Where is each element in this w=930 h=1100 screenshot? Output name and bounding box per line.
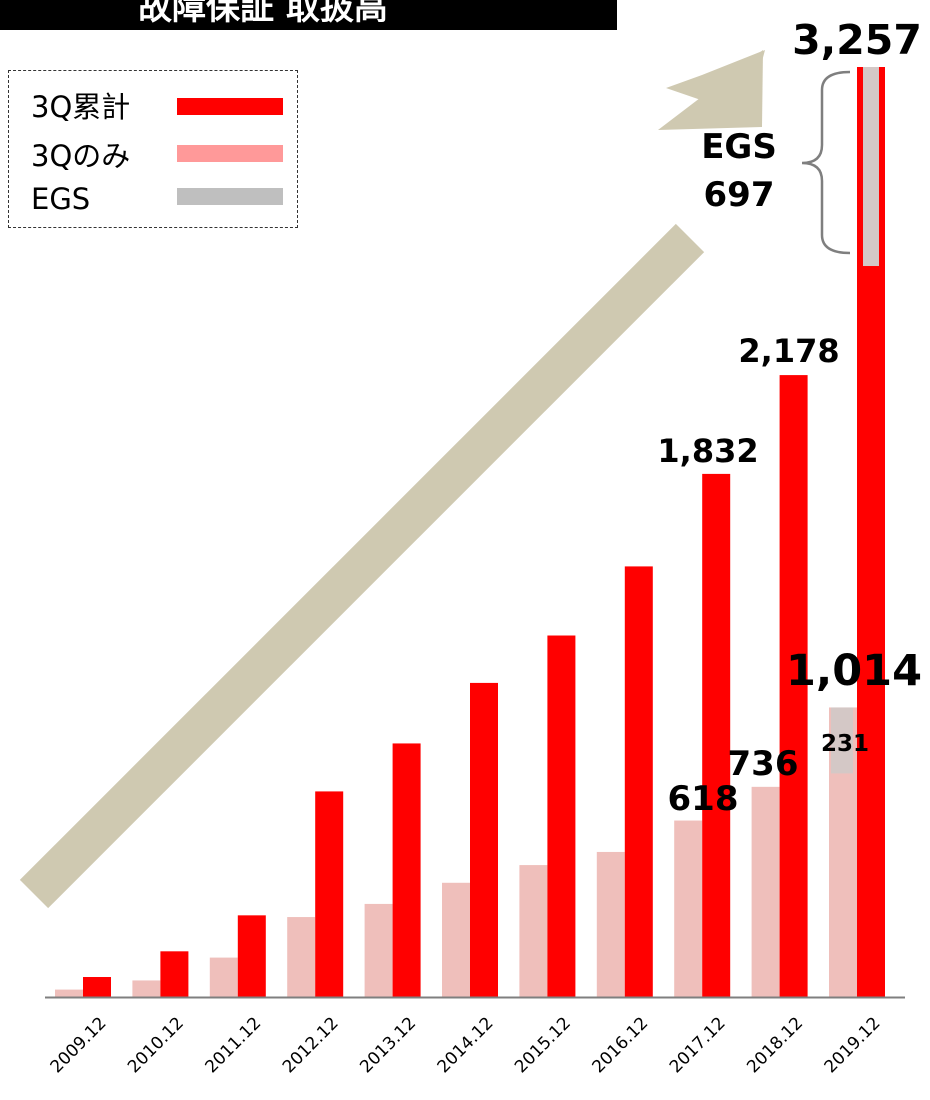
bar-cumulative [624,566,653,997]
x-tick-label: 2010.12 [124,1013,188,1077]
legend-swatch-egs [177,188,283,205]
egs-annotation-label: EGS [701,127,777,167]
growth-arrow-head-fill [658,50,763,130]
data-label: 618 [668,779,739,819]
chart-title-box: 故障保証 取扱高 [0,0,617,30]
chart-title: 故障保証 取扱高 [138,0,388,28]
egs-segment-cumulative [863,67,879,267]
x-tick-label: 2013.12 [356,1013,420,1077]
bar-cumulative [547,635,576,997]
bar-q3-only [442,882,470,997]
bar-cumulative [470,682,498,997]
bar-cumulative [83,977,111,997]
bar-q3-only [751,786,780,997]
bar-q3-only [519,865,548,997]
bar-cumulative [160,951,189,997]
legend-swatch-cumulative [177,98,283,115]
bar-q3-only [596,851,625,997]
x-tick-label: 2018.12 [743,1013,807,1077]
x-tick-label: 2009.12 [47,1013,111,1077]
bar-q3-only [674,820,703,997]
bar-cumulative [702,473,731,998]
bar-cumulative [237,915,266,997]
bar-q3-only [287,917,316,997]
x-tick-label: 2011.12 [201,1013,265,1077]
growth-arrow-shaft [19,223,705,909]
legend-label-egs: EGS [31,182,91,216]
x-tick-label: 2014.12 [434,1013,498,1077]
egs-bracket [801,70,851,255]
egs-annotation-value: 697 [704,175,775,215]
data-label: 736 [728,744,799,784]
data-label: 3,257 [792,16,922,64]
egs-q3-annotation-value: 231 [821,731,869,757]
x-tick-label: 2016.12 [588,1013,652,1077]
bar-q3-only [132,980,161,997]
bar-q3-only [209,957,238,997]
x-tick-label: 2017.12 [666,1013,730,1077]
x-tick-label: 2019.12 [821,1013,885,1077]
data-label: 1,014 [786,646,922,696]
data-label: 2,178 [738,332,839,370]
x-tick-label: 2012.12 [279,1013,343,1077]
data-label: 1,832 [657,432,758,470]
bar-cumulative [392,743,421,997]
bar-cumulative [315,791,344,997]
bar-q3-only [364,903,393,997]
legend-label-q3-only: 3Qのみ [31,139,131,173]
x-tick-label: 2015.12 [511,1013,575,1077]
bar-cumulative [779,375,808,997]
legend-swatch-q3-only [177,145,283,162]
legend: 3Q累計 3Qのみ EGS [8,70,298,228]
egs-segment-q3-only [831,707,853,774]
legend-label-cumulative: 3Q累計 [31,90,131,124]
bar-q3-only [55,989,83,997]
